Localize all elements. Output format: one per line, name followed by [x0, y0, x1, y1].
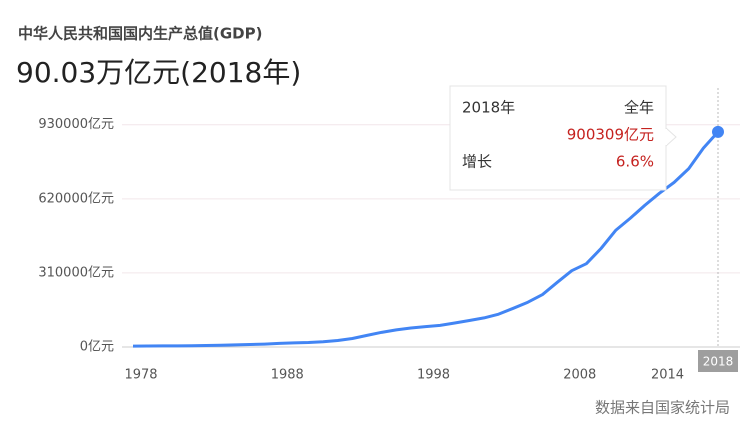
y-tick-label: 310000亿元 [38, 265, 114, 280]
y-tick-label: 620000亿元 [38, 191, 114, 206]
tooltip-period: 2018年 [462, 99, 515, 117]
y-tick-label: 0亿元 [80, 340, 114, 355]
x-tick-label: 1988 [271, 368, 304, 383]
tooltip-growth: 6.6% [616, 153, 654, 171]
x-tick-label: 2018 [703, 355, 734, 369]
chart-subtitle: 90.03万亿元(2018年) [16, 56, 301, 89]
source: 数据来自国家统计局 [595, 399, 730, 417]
tooltip-box [449, 85, 667, 191]
tooltip-growth-label: 增长 [462, 153, 492, 171]
x-tick-label: 1978 [124, 368, 157, 383]
x-tick-label: 2014 [651, 368, 684, 383]
point [712, 125, 724, 138]
line [132, 130, 720, 348]
tooltip-arrow [665, 126, 677, 148]
tooltip-label: 全年 [624, 99, 654, 117]
chart-title: 中华人民共和国国内生产总值(GDP) [18, 25, 262, 43]
x-tick-label: 2008 [563, 368, 596, 383]
tooltip: 2018年 全年 900309亿元 增长 6.6% [449, 85, 677, 191]
x-tick-highlight [698, 350, 738, 372]
tooltip-value: 900309亿元 [567, 126, 654, 144]
y-tick-label: 930000亿元 [38, 117, 114, 132]
x-tick-label: 1998 [417, 368, 450, 383]
